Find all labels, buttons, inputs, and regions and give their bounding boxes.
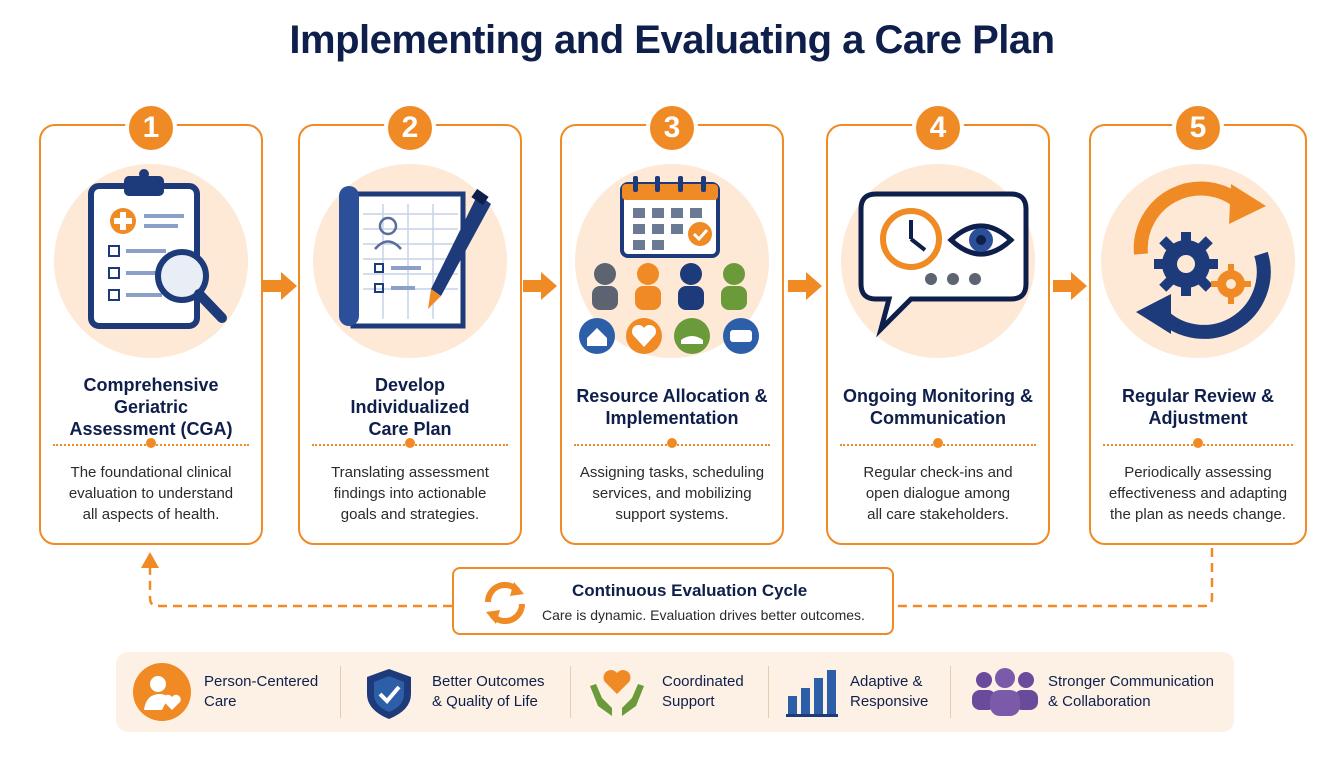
benefit-separator xyxy=(768,666,769,718)
benefit-item: Better Outcomes & Quality of Life xyxy=(362,652,572,732)
step-description: Translating assessment findings into act… xyxy=(331,464,489,523)
plan-document-pen-icon xyxy=(339,186,491,329)
step-number-badge: 4 xyxy=(912,102,964,154)
step-number-badge: 5 xyxy=(1172,102,1224,154)
step-number-badge: 2 xyxy=(384,102,436,154)
step-title: Comprehensive Geriatric Assessment (CGA) xyxy=(69,375,233,439)
flow-arrow-icon xyxy=(1053,272,1087,300)
divider-dot xyxy=(667,438,677,448)
step-title: Resource Allocation & Implementation xyxy=(576,386,768,428)
benefit-item: Person-Centered Care xyxy=(132,652,342,732)
step-title: Regular Review & Adjustment xyxy=(1121,386,1275,428)
step-number-badge: 3 xyxy=(646,102,698,154)
benefit-item: Adaptive & Responsive xyxy=(786,652,956,732)
benefit-separator xyxy=(570,666,571,718)
calendar-team-icon xyxy=(579,176,759,354)
step-title: Develop Individualized Care Plan xyxy=(350,375,470,439)
step-card-1: 1 Comprehensive Geriatric Assessment (CG… xyxy=(39,102,263,545)
benefit-label: Adaptive & Responsive xyxy=(850,673,929,710)
step-description: Assigning tasks, scheduling services, an… xyxy=(579,464,765,523)
step-card-2: 2 Develop Individualized Care Plan Trans… xyxy=(298,102,522,545)
bar-chart-icon xyxy=(786,670,838,717)
step-description: The foundational clinical evaluation to … xyxy=(68,464,234,523)
step-card-4: 4 Ongoing Monitoring & Communication Reg… xyxy=(826,102,1050,545)
person-heart-icon xyxy=(133,663,191,721)
benefit-label: Better Outcomes & Quality of Life xyxy=(432,673,545,710)
divider-dot xyxy=(1193,438,1203,448)
benefit-label: Stronger Communication & Collaboration xyxy=(1048,673,1214,710)
flow-arrow-icon xyxy=(263,272,297,300)
page-title: Implementing and Evaluating a Care Plan xyxy=(289,18,1055,62)
step-card-3: 3 Resource Allocation & Implementation A… xyxy=(560,102,784,545)
benefits-strip: Person-Centered Care Better Outcomes & Q… xyxy=(116,652,1234,732)
feedback-loop-connector xyxy=(141,548,1214,608)
hands-heart-icon xyxy=(590,670,644,716)
refresh-cycle-icon xyxy=(484,581,526,625)
gears-cycle-icon xyxy=(1133,181,1271,339)
clipboard-magnifier-icon xyxy=(88,169,227,329)
benefit-label: Coordinated Support xyxy=(662,673,744,710)
group-people-icon xyxy=(972,668,1038,716)
divider-dot xyxy=(405,438,415,448)
evaluation-cycle-box: Continuous Evaluation Cycle Care is dyna… xyxy=(452,567,894,635)
speech-clock-eye-icon xyxy=(858,191,1029,338)
step-title: Ongoing Monitoring & Communication xyxy=(843,386,1033,428)
benefit-item: Coordinated Support xyxy=(586,652,776,732)
divider-dot xyxy=(146,438,156,448)
step-description: Regular check-ins and open dialogue amon… xyxy=(863,464,1013,523)
divider-dot xyxy=(933,438,943,448)
step-number-badge: 1 xyxy=(125,102,177,154)
step-description: Periodically assessing effectiveness and… xyxy=(1108,464,1288,523)
flow-arrow-icon xyxy=(788,272,822,300)
step-card-5: 5 Regular Review & Adjustment Periodical… xyxy=(1089,102,1307,545)
shield-check-icon xyxy=(367,669,411,719)
cycle-subtitle: Care is dynamic. Evaluation drives bette… xyxy=(542,607,865,623)
benefit-label: Person-Centered Care xyxy=(204,673,319,710)
benefit-separator xyxy=(950,666,951,718)
benefit-separator xyxy=(340,666,341,718)
flow-arrow-icon xyxy=(523,272,557,300)
benefit-item: Stronger Communication & Collaboration xyxy=(970,652,1230,732)
cycle-title: Continuous Evaluation Cycle xyxy=(572,581,808,600)
